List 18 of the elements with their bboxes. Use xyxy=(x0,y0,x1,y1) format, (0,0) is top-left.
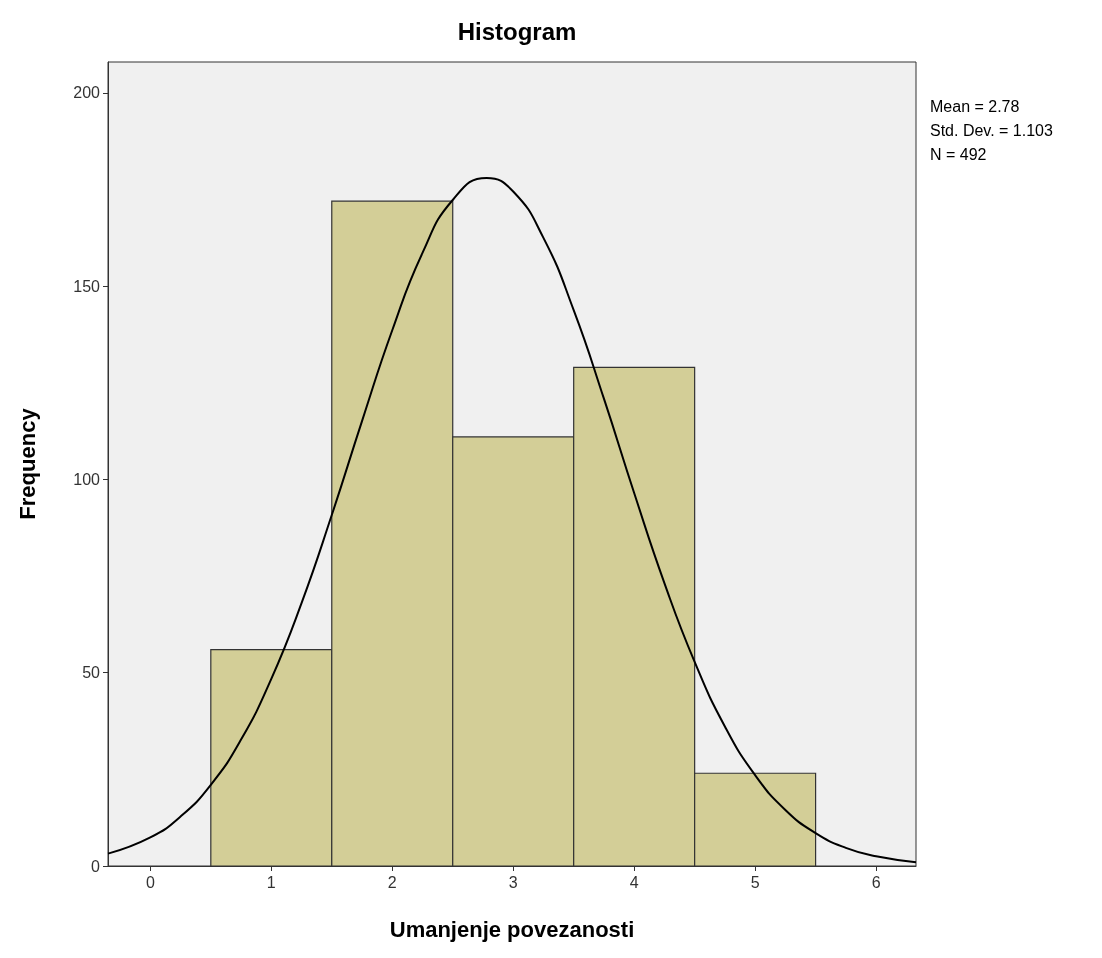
chart-title: Histogram xyxy=(457,17,577,45)
x-tick-label: 3 xyxy=(508,873,518,891)
text: Std. Dev. = 1.103 xyxy=(930,121,1053,139)
y-tick-label: 0 xyxy=(91,857,101,875)
x-tick-label: 5 xyxy=(750,873,760,891)
x-tick-label: 2 xyxy=(387,873,397,891)
y-tick-label: 200 xyxy=(73,84,101,102)
x-tick-label: 1 xyxy=(266,873,276,891)
y-tick-label: 100 xyxy=(73,470,101,488)
x-tick-label: 0 xyxy=(145,873,155,891)
x-tick-label: 4 xyxy=(629,873,639,891)
y-tick-label: 50 xyxy=(82,664,101,682)
y-axis-title: Frequency xyxy=(14,407,40,520)
x-tick-label: 6 xyxy=(871,873,881,891)
x-axis-title: Umanjenje povezanosti xyxy=(389,916,635,942)
y-tick-label: 150 xyxy=(73,277,101,295)
text: N = 492 xyxy=(930,145,987,163)
text: Mean = 2.78 xyxy=(930,97,1020,115)
